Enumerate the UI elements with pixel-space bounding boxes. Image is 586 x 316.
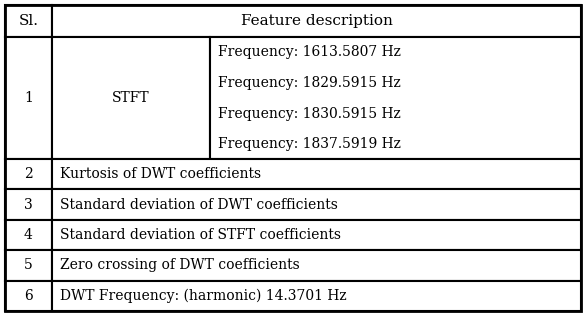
Bar (52, 281, 581, 311)
Text: 4: 4 (24, 228, 33, 242)
Text: Frequency: 1837.5919 Hz: Frequency: 1837.5919 Hz (218, 137, 401, 151)
Text: 1: 1 (24, 91, 33, 105)
Text: 3: 3 (24, 198, 33, 212)
Text: Kurtosis of DWT coefficients: Kurtosis of DWT coefficients (60, 167, 261, 181)
Bar (52, 220, 581, 250)
Bar (5, 189, 52, 220)
Bar (52, 5, 581, 37)
Text: Sl.: Sl. (19, 14, 39, 28)
Text: Feature description: Feature description (241, 14, 393, 28)
Text: Frequency: 1613.5807 Hz: Frequency: 1613.5807 Hz (218, 45, 401, 59)
Bar (5, 159, 52, 189)
Text: Zero crossing of DWT coefficients: Zero crossing of DWT coefficients (60, 258, 300, 272)
Text: DWT Frequency: (harmonic) 14.3701 Hz: DWT Frequency: (harmonic) 14.3701 Hz (60, 289, 347, 303)
Text: 6: 6 (24, 289, 33, 303)
Text: 2: 2 (24, 167, 33, 181)
Bar (5, 37, 52, 159)
Text: 5: 5 (24, 258, 33, 272)
Bar (52, 189, 581, 220)
Bar (52, 37, 210, 159)
Bar (52, 159, 581, 189)
Bar (5, 220, 52, 250)
Bar (52, 250, 581, 281)
Text: STFT: STFT (112, 91, 150, 105)
Text: Standard deviation of DWT coefficients: Standard deviation of DWT coefficients (60, 198, 338, 212)
Bar (210, 37, 581, 159)
Bar (5, 281, 52, 311)
Text: Frequency: 1830.5915 Hz: Frequency: 1830.5915 Hz (218, 106, 401, 121)
Bar (5, 5, 52, 37)
Text: Frequency: 1829.5915 Hz: Frequency: 1829.5915 Hz (218, 76, 401, 90)
Bar (5, 250, 52, 281)
Text: Standard deviation of STFT coefficients: Standard deviation of STFT coefficients (60, 228, 341, 242)
